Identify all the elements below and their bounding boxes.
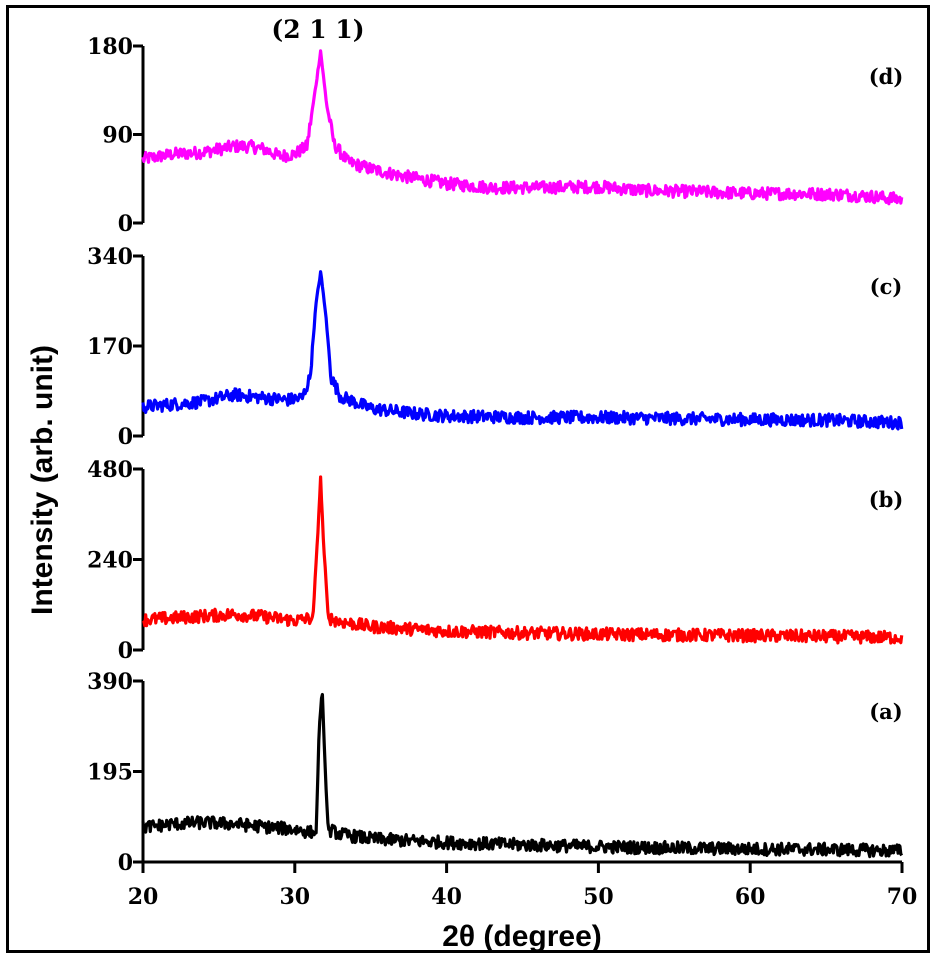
panel-label: (c) [870,274,903,299]
x-tick-label: 60 [735,884,766,910]
y-tick-label: 170 [87,334,133,360]
x-tick-label: 50 [583,884,614,910]
peak-annotation: (2 1 1) [271,15,364,44]
panel-b: 0 240 480 (b) [87,457,904,664]
x-tick-label: 30 [279,884,310,910]
y-tick-label: 0 [118,211,133,237]
y-axis-title: Intensity (arb. unit) [26,345,59,615]
y-tick-label: 0 [118,850,133,876]
panel-c: 0 170 340 (c) [87,244,904,450]
x-tick-label: 20 [128,884,159,910]
y-tick-label: 0 [118,424,133,450]
series-line-a [141,692,904,859]
panel-label: (a) [869,699,902,724]
x-axis-title: 2θ (degree) [442,920,602,953]
y-tick-label: 180 [87,34,133,60]
y-tick-label: 340 [87,244,133,270]
x-tick-label: 70 [887,884,918,910]
y-tick-label: 480 [87,457,133,483]
panel-d: 0 90 180 (d) [87,34,903,237]
panel-label: (b) [869,487,904,512]
panel-a: 0 195 390 (a) [87,669,904,876]
series-line-c [141,270,904,431]
y-tick-label: 240 [87,548,133,574]
x-tick-label: 40 [431,884,462,910]
series-line-b [141,475,904,645]
chart-frame [6,5,930,953]
series-line-d [141,49,904,206]
y-tick-label: 390 [87,669,133,695]
y-tick-label: 0 [118,638,133,664]
panel-label: (d) [869,64,904,89]
y-tick-label: 195 [87,760,133,786]
y-tick-label: 90 [102,123,133,149]
